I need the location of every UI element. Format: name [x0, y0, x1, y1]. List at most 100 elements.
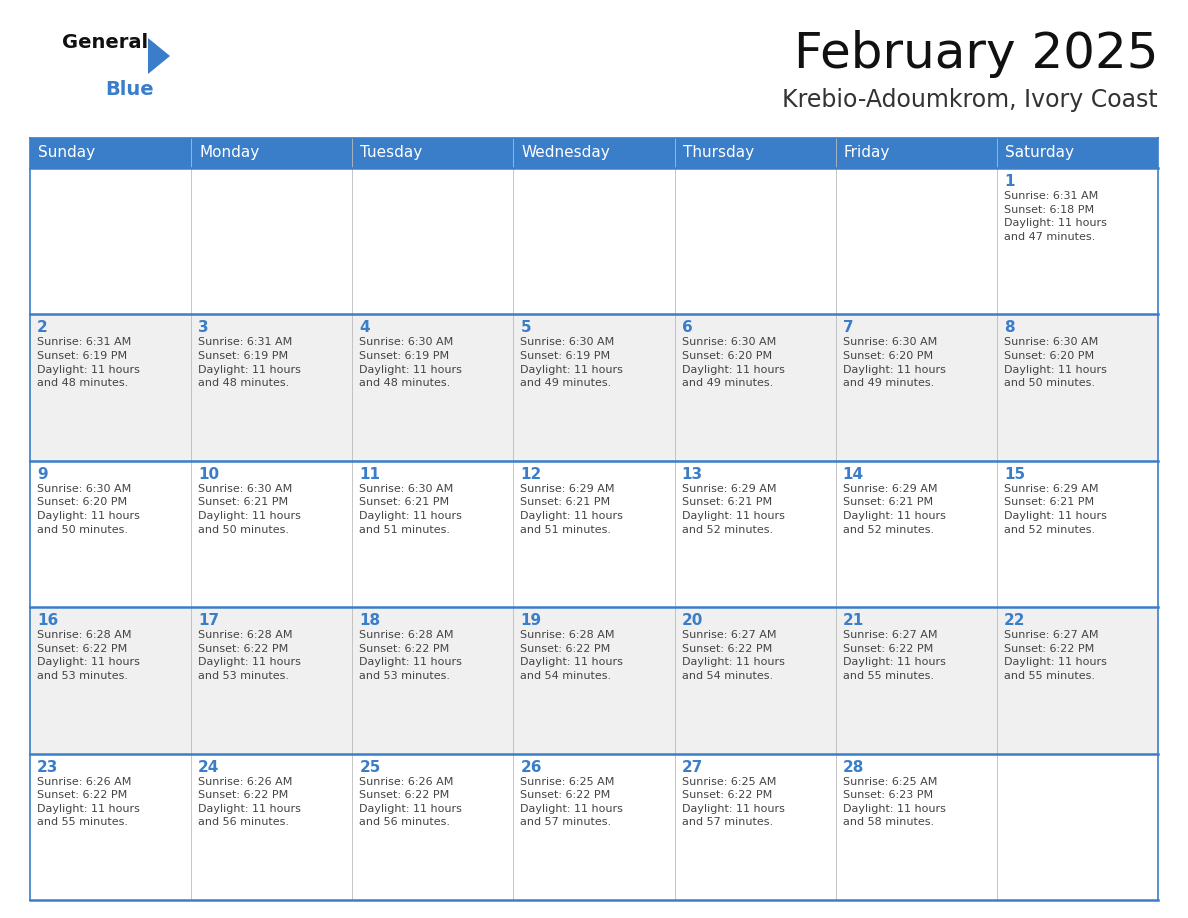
Bar — [30, 607, 191, 754]
Text: Wednesday: Wednesday — [522, 145, 611, 161]
Bar — [191, 314, 353, 461]
Bar — [997, 607, 1158, 754]
Text: 17: 17 — [198, 613, 220, 628]
Text: General: General — [62, 33, 148, 52]
Text: Sunrise: 6:28 AM
Sunset: 6:22 PM
Daylight: 11 hours
and 53 minutes.: Sunrise: 6:28 AM Sunset: 6:22 PM Dayligh… — [198, 630, 301, 681]
Bar — [997, 138, 1158, 168]
Text: Friday: Friday — [843, 145, 890, 161]
Text: Krebio-Adoumkrom, Ivory Coast: Krebio-Adoumkrom, Ivory Coast — [782, 88, 1158, 112]
Text: Sunrise: 6:30 AM
Sunset: 6:21 PM
Daylight: 11 hours
and 50 minutes.: Sunrise: 6:30 AM Sunset: 6:21 PM Dayligh… — [198, 484, 301, 534]
Bar — [30, 754, 191, 900]
Text: 15: 15 — [1004, 466, 1025, 482]
Text: 28: 28 — [842, 759, 864, 775]
Text: 2: 2 — [37, 320, 48, 335]
Text: Sunrise: 6:29 AM
Sunset: 6:21 PM
Daylight: 11 hours
and 51 minutes.: Sunrise: 6:29 AM Sunset: 6:21 PM Dayligh… — [520, 484, 624, 534]
Text: 20: 20 — [682, 613, 703, 628]
Bar — [513, 138, 675, 168]
Text: Sunrise: 6:30 AM
Sunset: 6:20 PM
Daylight: 11 hours
and 49 minutes.: Sunrise: 6:30 AM Sunset: 6:20 PM Dayligh… — [842, 338, 946, 388]
Text: Blue: Blue — [105, 80, 153, 99]
Text: 25: 25 — [359, 759, 380, 775]
Bar — [30, 461, 191, 607]
Bar — [675, 138, 835, 168]
Text: Sunrise: 6:28 AM
Sunset: 6:22 PM
Daylight: 11 hours
and 54 minutes.: Sunrise: 6:28 AM Sunset: 6:22 PM Dayligh… — [520, 630, 624, 681]
Text: 23: 23 — [37, 759, 58, 775]
Bar — [835, 461, 997, 607]
Text: 4: 4 — [359, 320, 369, 335]
Text: February 2025: February 2025 — [794, 30, 1158, 78]
Bar — [513, 461, 675, 607]
Text: 9: 9 — [37, 466, 48, 482]
Text: Sunrise: 6:30 AM
Sunset: 6:20 PM
Daylight: 11 hours
and 49 minutes.: Sunrise: 6:30 AM Sunset: 6:20 PM Dayligh… — [682, 338, 784, 388]
Text: 3: 3 — [198, 320, 209, 335]
Bar — [30, 168, 191, 314]
Bar — [513, 754, 675, 900]
Bar — [191, 168, 353, 314]
Text: 21: 21 — [842, 613, 864, 628]
Bar — [353, 754, 513, 900]
Text: Sunrise: 6:29 AM
Sunset: 6:21 PM
Daylight: 11 hours
and 52 minutes.: Sunrise: 6:29 AM Sunset: 6:21 PM Dayligh… — [842, 484, 946, 534]
Bar — [835, 754, 997, 900]
Text: Sunrise: 6:25 AM
Sunset: 6:23 PM
Daylight: 11 hours
and 58 minutes.: Sunrise: 6:25 AM Sunset: 6:23 PM Dayligh… — [842, 777, 946, 827]
Text: Sunrise: 6:27 AM
Sunset: 6:22 PM
Daylight: 11 hours
and 55 minutes.: Sunrise: 6:27 AM Sunset: 6:22 PM Dayligh… — [842, 630, 946, 681]
Text: Sunrise: 6:29 AM
Sunset: 6:21 PM
Daylight: 11 hours
and 52 minutes.: Sunrise: 6:29 AM Sunset: 6:21 PM Dayligh… — [682, 484, 784, 534]
Text: Sunrise: 6:30 AM
Sunset: 6:21 PM
Daylight: 11 hours
and 51 minutes.: Sunrise: 6:30 AM Sunset: 6:21 PM Dayligh… — [359, 484, 462, 534]
Text: 12: 12 — [520, 466, 542, 482]
Text: 7: 7 — [842, 320, 853, 335]
Text: Sunrise: 6:31 AM
Sunset: 6:19 PM
Daylight: 11 hours
and 48 minutes.: Sunrise: 6:31 AM Sunset: 6:19 PM Dayligh… — [37, 338, 140, 388]
Bar — [30, 314, 191, 461]
Bar — [191, 754, 353, 900]
Text: Sunrise: 6:30 AM
Sunset: 6:19 PM
Daylight: 11 hours
and 49 minutes.: Sunrise: 6:30 AM Sunset: 6:19 PM Dayligh… — [520, 338, 624, 388]
Text: Sunrise: 6:28 AM
Sunset: 6:22 PM
Daylight: 11 hours
and 53 minutes.: Sunrise: 6:28 AM Sunset: 6:22 PM Dayligh… — [359, 630, 462, 681]
Bar — [997, 461, 1158, 607]
Bar — [191, 138, 353, 168]
Bar — [353, 461, 513, 607]
Bar — [997, 314, 1158, 461]
Text: 11: 11 — [359, 466, 380, 482]
Bar — [835, 138, 997, 168]
Bar — [835, 607, 997, 754]
Text: 26: 26 — [520, 759, 542, 775]
Bar — [675, 314, 835, 461]
Text: Sunrise: 6:27 AM
Sunset: 6:22 PM
Daylight: 11 hours
and 55 minutes.: Sunrise: 6:27 AM Sunset: 6:22 PM Dayligh… — [1004, 630, 1107, 681]
Bar — [997, 754, 1158, 900]
Bar — [191, 607, 353, 754]
Text: 14: 14 — [842, 466, 864, 482]
Text: 1: 1 — [1004, 174, 1015, 189]
Text: 22: 22 — [1004, 613, 1025, 628]
Bar — [353, 168, 513, 314]
Text: Sunrise: 6:26 AM
Sunset: 6:22 PM
Daylight: 11 hours
and 56 minutes.: Sunrise: 6:26 AM Sunset: 6:22 PM Dayligh… — [198, 777, 301, 827]
Text: 18: 18 — [359, 613, 380, 628]
Text: Sunrise: 6:25 AM
Sunset: 6:22 PM
Daylight: 11 hours
and 57 minutes.: Sunrise: 6:25 AM Sunset: 6:22 PM Dayligh… — [682, 777, 784, 827]
Text: 16: 16 — [37, 613, 58, 628]
Text: Saturday: Saturday — [1005, 145, 1074, 161]
Text: Sunrise: 6:26 AM
Sunset: 6:22 PM
Daylight: 11 hours
and 55 minutes.: Sunrise: 6:26 AM Sunset: 6:22 PM Dayligh… — [37, 777, 140, 827]
Text: Tuesday: Tuesday — [360, 145, 423, 161]
Bar — [353, 314, 513, 461]
Text: Sunrise: 6:28 AM
Sunset: 6:22 PM
Daylight: 11 hours
and 53 minutes.: Sunrise: 6:28 AM Sunset: 6:22 PM Dayligh… — [37, 630, 140, 681]
Bar — [513, 168, 675, 314]
Text: 6: 6 — [682, 320, 693, 335]
Bar — [30, 138, 191, 168]
Text: Sunrise: 6:31 AM
Sunset: 6:18 PM
Daylight: 11 hours
and 47 minutes.: Sunrise: 6:31 AM Sunset: 6:18 PM Dayligh… — [1004, 191, 1107, 241]
Text: 13: 13 — [682, 466, 702, 482]
Bar — [675, 168, 835, 314]
Text: Sunrise: 6:31 AM
Sunset: 6:19 PM
Daylight: 11 hours
and 48 minutes.: Sunrise: 6:31 AM Sunset: 6:19 PM Dayligh… — [198, 338, 301, 388]
Bar — [997, 168, 1158, 314]
Text: 27: 27 — [682, 759, 703, 775]
Bar — [513, 607, 675, 754]
Bar — [835, 314, 997, 461]
Polygon shape — [148, 38, 170, 74]
Text: 24: 24 — [198, 759, 220, 775]
Text: Sunrise: 6:25 AM
Sunset: 6:22 PM
Daylight: 11 hours
and 57 minutes.: Sunrise: 6:25 AM Sunset: 6:22 PM Dayligh… — [520, 777, 624, 827]
Text: 19: 19 — [520, 613, 542, 628]
Text: 10: 10 — [198, 466, 220, 482]
Bar — [353, 138, 513, 168]
Text: Sunrise: 6:27 AM
Sunset: 6:22 PM
Daylight: 11 hours
and 54 minutes.: Sunrise: 6:27 AM Sunset: 6:22 PM Dayligh… — [682, 630, 784, 681]
Text: Sunrise: 6:26 AM
Sunset: 6:22 PM
Daylight: 11 hours
and 56 minutes.: Sunrise: 6:26 AM Sunset: 6:22 PM Dayligh… — [359, 777, 462, 827]
Text: 5: 5 — [520, 320, 531, 335]
Text: Sunrise: 6:30 AM
Sunset: 6:19 PM
Daylight: 11 hours
and 48 minutes.: Sunrise: 6:30 AM Sunset: 6:19 PM Dayligh… — [359, 338, 462, 388]
Bar — [675, 607, 835, 754]
Bar — [353, 607, 513, 754]
Text: Sunday: Sunday — [38, 145, 95, 161]
Bar — [191, 461, 353, 607]
